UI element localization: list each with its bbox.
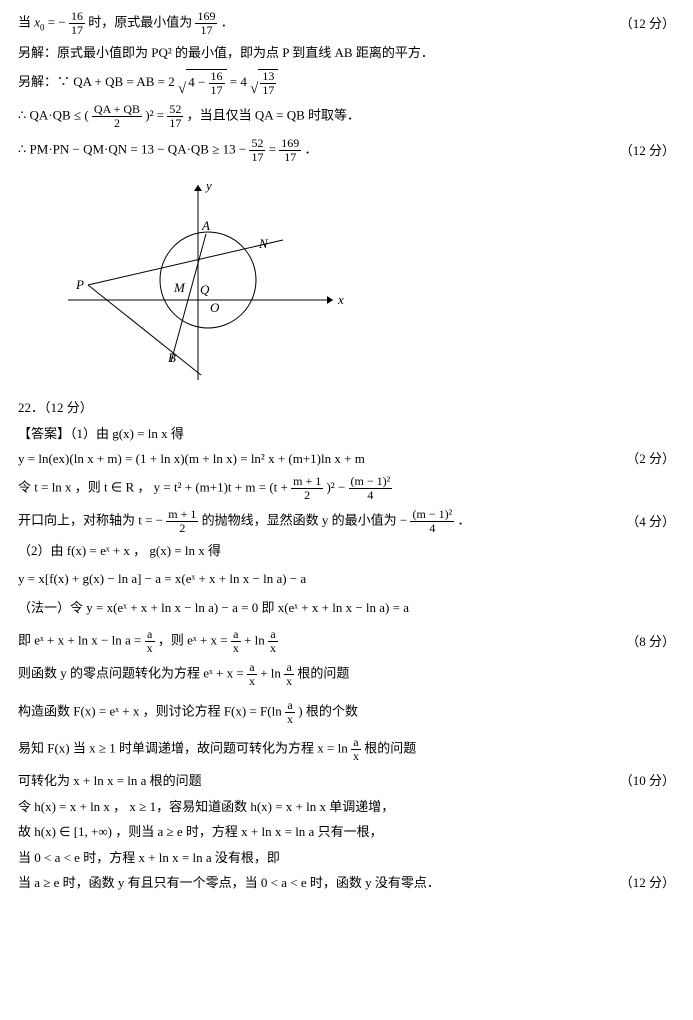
line-alt1: 另解：原式最小值即为 PQ² 的最小值，即为点 P 到直线 AB 距离的平方． xyxy=(18,43,675,63)
svg-text:O: O xyxy=(210,300,220,315)
line-no-root: 当 0 < a < e 时，方程 x + ln x = ln a 没有根，即 xyxy=(18,848,675,868)
svg-text:x: x xyxy=(337,292,344,307)
text: 当 xyxy=(18,15,34,30)
points-12: （12 分） xyxy=(620,14,675,34)
points-8: （8 分） xyxy=(626,632,675,652)
q22-answer-label: 【答案】（1）由 g(x) = ln x 得 xyxy=(18,424,675,444)
line-ex-ax: 即 eˣ + x + ln x − ln a = ax ，则 eˣ + x = … xyxy=(18,628,675,655)
line-sub-t: 令 t = ln x ，则 t ∈ R ， y = t² + (m+1)t + … xyxy=(18,475,675,502)
points-12b: （12 分） xyxy=(620,141,675,161)
sqrt2: √1317 xyxy=(250,69,278,97)
line-qaqb: ∴ QA·QB ≤ ( QA + QB2 )² = 5217 ，当且仅当 QA … xyxy=(18,103,675,130)
svg-text:Q: Q xyxy=(200,282,210,297)
svg-text:B: B xyxy=(168,350,176,365)
geometry-figure: x y P A B N MQO xyxy=(48,170,348,390)
line-y-expand: y = ln(ex)(ln x + m) = (1 + ln x)(m + ln… xyxy=(18,449,675,469)
line-parabola: 开口向上，对称轴为 t = − m + 12 的抛物线，显然函数 y 的最小值为… xyxy=(18,508,675,535)
svg-text:A: A xyxy=(201,218,210,233)
line-method1: （法一）令 y = x(eˣ + x + ln x − ln a) − a = … xyxy=(18,598,675,618)
svg-text:P: P xyxy=(75,277,84,292)
q22-head: 22．（12 分） xyxy=(18,398,675,418)
points-2: （2 分） xyxy=(626,449,675,469)
line-zero-transform: 则函数 y 的零点问题转化为方程 eˣ + x = ax + ln ax 根的问… xyxy=(18,661,675,688)
line-F-mono: 易知 F(x) 当 x ≥ 1 时单调递增，故问题可转化为方程 x = ln a… xyxy=(18,736,675,763)
line-conclusion: 当 a ≥ e 时，函数 y 有且只有一个零点，当 0 < a < e 时，函数… xyxy=(18,873,675,893)
frac-169-17: 16917 xyxy=(195,10,217,37)
frac-qaqb2: QA + QB2 xyxy=(92,103,142,130)
line-y-def: y = x[f(x) + g(x) − ln a] − a = x(eˣ + x… xyxy=(18,569,675,589)
line-pm-pn: ∴ PM·PN − QM·QN = 13 − QA·QB ≥ 13 − 5217… xyxy=(18,137,675,164)
line-h-range: 故 h(x) ∈ [1, +∞) ，则当 a ≥ e 时，方程 x + ln x… xyxy=(18,822,675,842)
line-h-def: 令 h(x) = x + ln x ， x ≥ 1，容易知道函数 h(x) = … xyxy=(18,797,675,817)
line-alt2: 另解：∵ QA + QB = AB = 2 √4 − 1617 = 4 √131… xyxy=(18,69,675,97)
frac-52-17: 5217 xyxy=(167,103,183,130)
line-transform-xlnx: 可转化为 x + ln x = ln a 根的问题 （10 分） xyxy=(18,771,675,791)
svg-text:M: M xyxy=(173,280,186,295)
line-construct-F: 构造函数 F(x) = eˣ + x ，则讨论方程 F(x) = F(ln ax… xyxy=(18,699,675,726)
points-10: （10 分） xyxy=(620,771,675,791)
points-12c: （12 分） xyxy=(620,873,675,893)
line-x0-minvalue: 当 x0 = − 1617 时，原式最小值为 16917 ． （12 分） xyxy=(18,10,675,37)
frac-16-17: 1617 xyxy=(69,10,85,37)
text: 时，原式最小值为 xyxy=(88,15,195,30)
svg-text:N: N xyxy=(258,236,269,251)
sqrt1: √4 − 1617 xyxy=(178,69,227,97)
svg-text:y: y xyxy=(204,178,212,193)
points-4: （4 分） xyxy=(626,512,675,532)
line-part2: （2）由 f(x) = eˣ + x ， g(x) = ln x 得 xyxy=(18,541,675,561)
text: ． xyxy=(221,15,234,30)
